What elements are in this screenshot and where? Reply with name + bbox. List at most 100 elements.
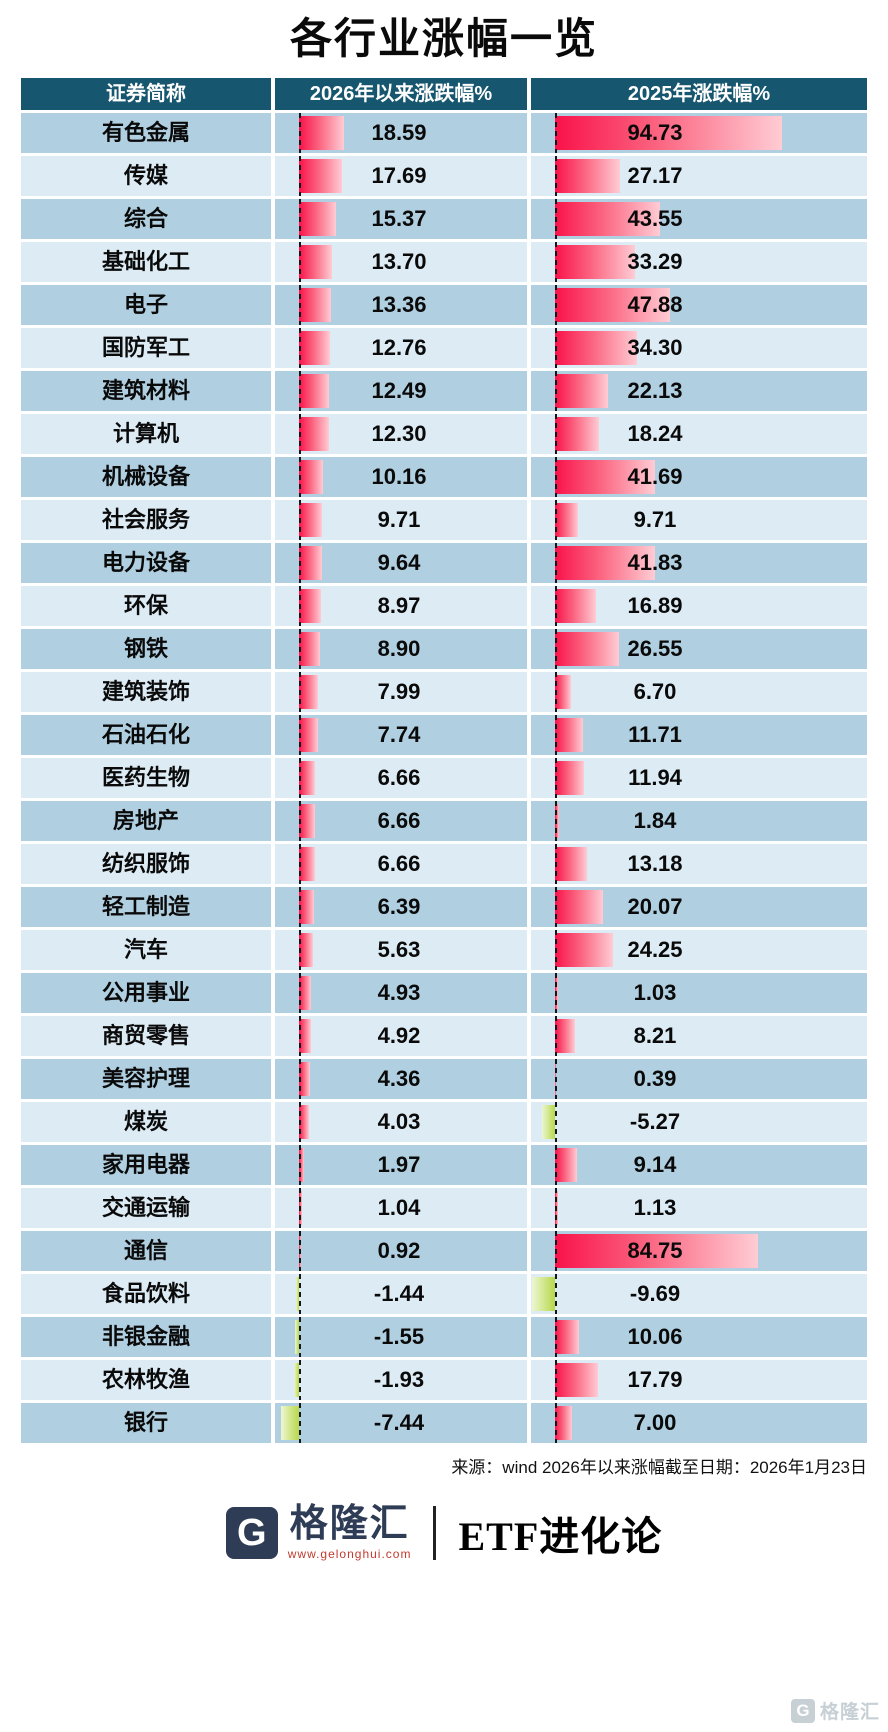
value-2026: 7.99 xyxy=(377,679,421,705)
branding-bar: G 格隆汇 www.gelonghui.com ETF进化论 xyxy=(0,1504,888,1562)
bar-cell-2026: 0.92 xyxy=(275,1231,527,1272)
value-2025: 20.07 xyxy=(627,894,683,920)
bar-cell-2026: 12.30 xyxy=(275,414,527,455)
industry-name: 银行 xyxy=(21,1403,271,1444)
table-row: 计算机 12.30 18.24 xyxy=(21,414,867,455)
bar-cell-2026: -1.44 xyxy=(275,1274,527,1315)
value-bar-2025 xyxy=(555,503,579,538)
value-bar-2025 xyxy=(555,460,656,495)
zero-baseline xyxy=(555,543,557,584)
bar-cell-2025: 11.71 xyxy=(531,715,867,756)
industry-name: 电力设备 xyxy=(21,543,271,584)
zero-baseline xyxy=(555,758,557,799)
zero-baseline xyxy=(555,1102,557,1143)
table-row: 钢铁 8.90 26.55 xyxy=(21,629,867,670)
value-2026: 5.63 xyxy=(377,937,421,963)
value-2026: -7.44 xyxy=(373,1410,425,1436)
zero-baseline xyxy=(299,887,301,928)
bar-cell-2025: 84.75 xyxy=(531,1231,867,1272)
value-bar-2025 xyxy=(555,847,587,882)
bar-cell-2026: 6.66 xyxy=(275,844,527,885)
value-2026: 8.97 xyxy=(377,593,421,619)
brand-divider xyxy=(433,1506,437,1561)
value-2025: 47.88 xyxy=(627,292,683,318)
bar-cell-2026: 4.93 xyxy=(275,973,527,1014)
value-2025: 41.83 xyxy=(627,550,683,576)
value-bar-2026 xyxy=(299,1062,310,1097)
value-bar-2026 xyxy=(299,503,323,538)
bar-cell-2025: 6.70 xyxy=(531,672,867,713)
industry-name: 家用电器 xyxy=(21,1145,271,1186)
table-row: 农林牧渔 -1.93 17.79 xyxy=(21,1360,867,1401)
table-body: 有色金属 18.59 94.73 传媒 17.69 27.17 综合 xyxy=(21,113,867,1444)
zero-baseline xyxy=(555,930,557,971)
value-2026: 9.71 xyxy=(377,507,421,533)
industry-name: 建筑材料 xyxy=(21,371,271,412)
bar-cell-2025: 13.18 xyxy=(531,844,867,885)
zero-baseline xyxy=(299,242,301,283)
zero-baseline xyxy=(299,543,301,584)
value-2026: 13.70 xyxy=(371,249,427,275)
zero-baseline xyxy=(555,199,557,240)
value-bar-2026 xyxy=(299,1148,304,1183)
value-bar-2025 xyxy=(542,1105,555,1140)
value-bar-2025 xyxy=(555,1406,572,1441)
value-2026: 7.74 xyxy=(377,722,421,748)
bar-cell-2025: 7.00 xyxy=(531,1403,867,1444)
table-row: 房地产 6.66 1.84 xyxy=(21,801,867,842)
industry-name: 有色金属 xyxy=(21,113,271,154)
value-bar-2026 xyxy=(299,374,329,409)
value-2025: 17.79 xyxy=(627,1367,683,1393)
value-bar-2026 xyxy=(281,1406,299,1441)
bar-cell-2025: 47.88 xyxy=(531,285,867,326)
table-row: 电力设备 9.64 41.83 xyxy=(21,543,867,584)
value-2025: 27.17 xyxy=(627,163,683,189)
zero-baseline xyxy=(299,1274,301,1315)
value-2026: 4.92 xyxy=(377,1023,421,1049)
value-bar-2026 xyxy=(299,675,319,710)
bar-cell-2025: 10.06 xyxy=(531,1317,867,1358)
value-bar-2025 xyxy=(531,1277,555,1312)
table-row: 机械设备 10.16 41.69 xyxy=(21,457,867,498)
industry-table: 证券简称 2026年以来涨跌幅% 2025年涨跌幅% 有色金属 18.59 94… xyxy=(21,78,867,1444)
bar-cell-2025: 27.17 xyxy=(531,156,867,197)
zero-baseline xyxy=(299,414,301,455)
zero-baseline xyxy=(555,1145,557,1186)
zero-baseline xyxy=(555,801,557,842)
value-2026: 0.92 xyxy=(377,1238,421,1264)
value-2025: 33.29 xyxy=(627,249,683,275)
value-bar-2026 xyxy=(295,1320,299,1355)
value-2025: 1.13 xyxy=(633,1195,677,1221)
bar-cell-2026: 5.63 xyxy=(275,930,527,971)
value-2025: 1.84 xyxy=(633,808,677,834)
value-bar-2026 xyxy=(299,589,321,624)
table-row: 综合 15.37 43.55 xyxy=(21,199,867,240)
table-row: 交通运输 1.04 1.13 xyxy=(21,1188,867,1229)
bar-cell-2025: 1.13 xyxy=(531,1188,867,1229)
industry-name: 食品饮料 xyxy=(21,1274,271,1315)
industry-name: 传媒 xyxy=(21,156,271,197)
value-2025: 6.70 xyxy=(633,679,677,705)
bar-cell-2026: 13.70 xyxy=(275,242,527,283)
industry-name: 机械设备 xyxy=(21,457,271,498)
value-bar-2025 xyxy=(555,675,572,710)
zero-baseline xyxy=(299,199,301,240)
etf-brand-title: ETF进化论 xyxy=(458,1514,663,1560)
value-bar-2026 xyxy=(299,761,315,796)
bar-cell-2026: 6.39 xyxy=(275,887,527,928)
bar-cell-2025: 9.14 xyxy=(531,1145,867,1186)
zero-baseline xyxy=(555,457,557,498)
value-2025: 7.00 xyxy=(633,1410,677,1436)
value-bar-2025 xyxy=(555,761,584,796)
industry-name: 轻工制造 xyxy=(21,887,271,928)
bar-cell-2026: 8.90 xyxy=(275,629,527,670)
value-2026: 13.36 xyxy=(371,292,427,318)
zero-baseline xyxy=(299,1188,301,1229)
value-bar-2026 xyxy=(299,116,344,151)
value-bar-2025 xyxy=(555,1019,575,1054)
value-2026: -1.55 xyxy=(373,1324,425,1350)
zero-baseline xyxy=(299,1059,301,1100)
value-bar-2025 xyxy=(555,890,604,925)
zero-baseline xyxy=(299,973,301,1014)
value-2025: 0.39 xyxy=(633,1066,677,1092)
